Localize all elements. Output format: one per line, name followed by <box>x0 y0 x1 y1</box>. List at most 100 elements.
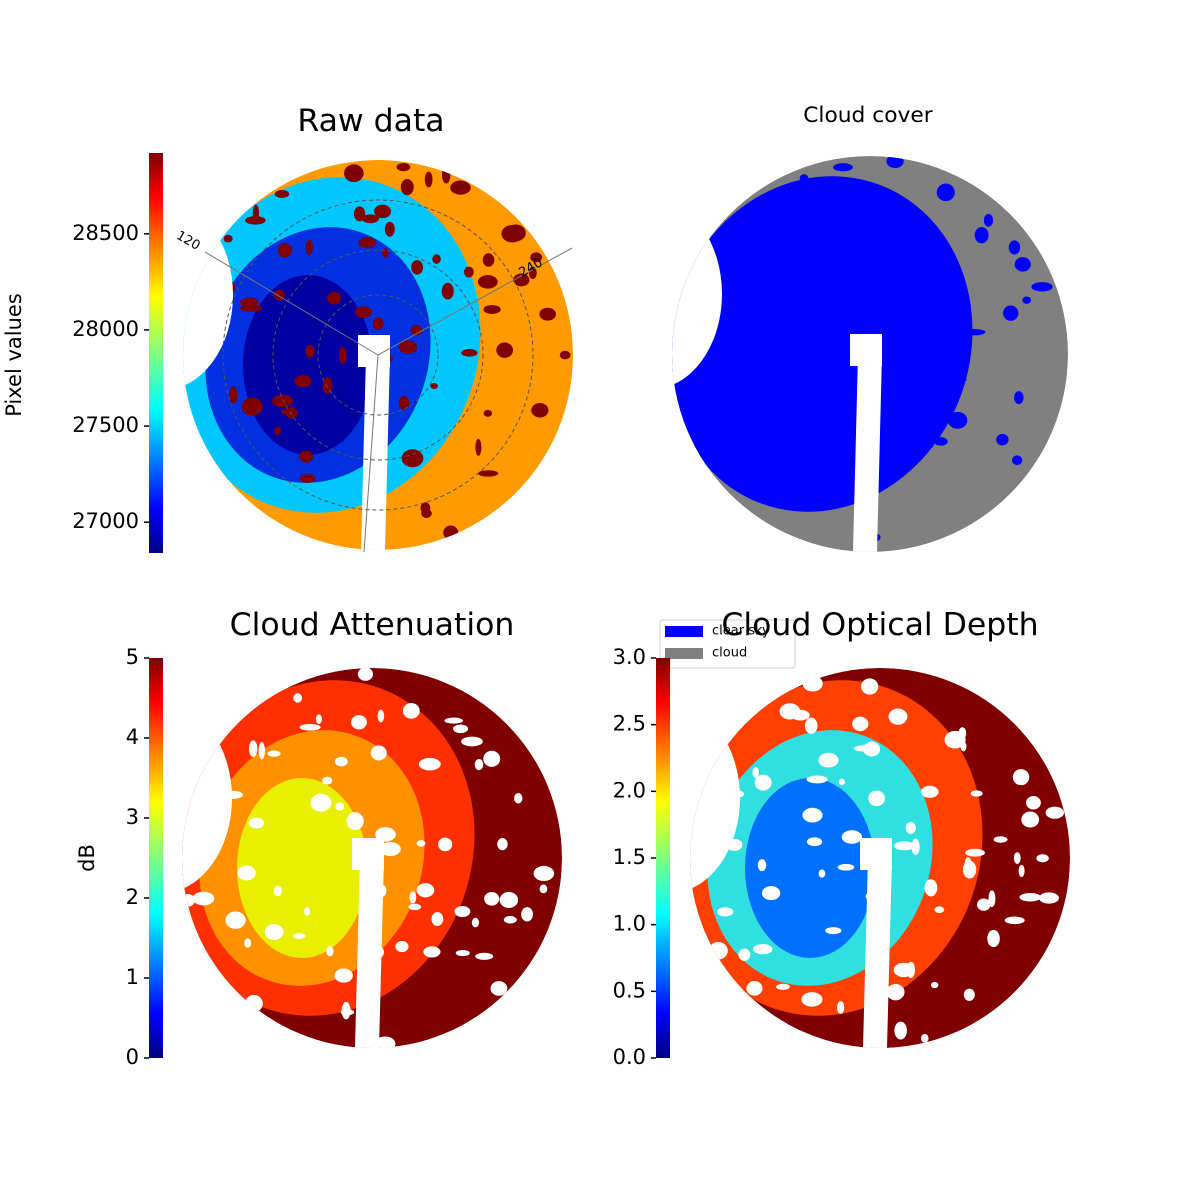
sky-spot <box>970 790 983 797</box>
sky-spot <box>225 911 246 929</box>
sky-spot <box>851 268 860 287</box>
sky-spot <box>741 335 756 345</box>
sky-spot <box>774 425 787 433</box>
sky-spot <box>372 317 384 330</box>
sky-spot <box>818 869 826 878</box>
sky-image <box>690 668 1070 1048</box>
sky-spot <box>963 328 986 336</box>
sky-spot <box>743 377 759 393</box>
sky-spot <box>351 715 367 730</box>
sky-spot <box>947 411 968 429</box>
sky-spot <box>395 940 409 953</box>
sky-spot <box>1025 795 1041 810</box>
sky-spot <box>443 525 459 540</box>
sky-spot <box>237 865 256 881</box>
panel-title: Cloud Attenuation <box>230 607 515 643</box>
mast-head <box>352 838 384 870</box>
sky-spot <box>760 373 771 390</box>
sky-spot <box>338 346 347 364</box>
sky-spot <box>559 350 571 360</box>
colorbar-tick-label: 0.5 <box>613 978 646 1002</box>
sky-spot <box>450 180 471 195</box>
sky-spot <box>244 994 263 1013</box>
sky-spot <box>1019 893 1042 902</box>
sky-spot <box>753 944 773 955</box>
sky-spot <box>531 402 549 418</box>
sky-spot <box>475 438 482 456</box>
sky-spot <box>838 778 845 786</box>
sky-spot <box>241 397 263 416</box>
sky-spot <box>539 307 556 321</box>
sky-spot <box>244 938 252 948</box>
sky-spot <box>402 702 420 719</box>
sky-spot <box>513 273 530 287</box>
colorbar-tick-label: 2 <box>126 885 139 909</box>
sky-spot <box>315 714 322 724</box>
mast <box>853 354 882 552</box>
sky-spot <box>420 502 431 514</box>
sky-spot <box>374 204 392 219</box>
sky-spot <box>463 266 474 278</box>
sky-spot <box>264 924 284 940</box>
zenith-ring <box>272 249 484 461</box>
colorbar-label: dB <box>75 844 99 872</box>
sky-spot <box>1011 455 1023 466</box>
sky-spot <box>1039 892 1059 904</box>
sky-spot <box>455 949 470 957</box>
sky-spot <box>911 838 920 855</box>
sky-spot <box>444 717 464 724</box>
sky-spot <box>1045 806 1064 819</box>
sky-spot <box>962 860 977 879</box>
sky-spot <box>461 736 483 747</box>
sky-spot <box>934 437 948 446</box>
sky-spot <box>836 1001 845 1014</box>
sky-spot <box>322 376 333 395</box>
sky-spot <box>988 890 996 908</box>
colorbar-tick-label: 3.0 <box>613 645 646 669</box>
sky-spot <box>192 891 215 906</box>
sky-spot <box>894 1021 907 1040</box>
sky-spot <box>310 793 332 812</box>
colorbar-tick-label: 28500 <box>72 221 139 245</box>
sky-spot <box>182 893 195 907</box>
sky-spot <box>852 716 869 732</box>
azimuth-line <box>377 247 573 356</box>
sky-spot <box>825 927 842 935</box>
sky-spot <box>483 409 493 417</box>
colorbar-tick-label: 2.0 <box>613 778 646 802</box>
sky-spot <box>935 351 949 358</box>
sky-spot <box>717 907 734 917</box>
colorbar-tick-label: 3 <box>126 805 139 829</box>
sky-spot <box>818 752 839 768</box>
sky-spot <box>1021 811 1040 828</box>
sky-spot <box>357 668 374 681</box>
legend-label: cloud <box>712 646 747 661</box>
sky-spot <box>497 838 508 851</box>
sky-spot <box>490 981 508 996</box>
sky-spot <box>321 776 333 785</box>
sky-spot <box>761 886 781 901</box>
sky-spot <box>370 745 387 761</box>
sky-spot <box>379 842 401 857</box>
sky-spot <box>794 402 810 411</box>
mast <box>863 858 892 1048</box>
sky-spot <box>499 891 519 908</box>
sky-spot <box>934 906 945 913</box>
sky-spot <box>823 250 841 261</box>
sky-spot <box>927 411 941 420</box>
sky-spot <box>793 315 803 324</box>
sky-spot <box>920 1033 929 1043</box>
sky-spot <box>293 693 303 703</box>
sky-spot <box>888 708 908 725</box>
azimuth-line <box>363 354 379 553</box>
sky-spot <box>802 807 823 823</box>
sky-spot <box>334 968 353 983</box>
sky-spot <box>976 898 991 911</box>
sky-spot <box>258 742 266 760</box>
sky-spot <box>438 837 453 852</box>
sky-spot <box>344 164 364 183</box>
sky-spot <box>423 946 441 958</box>
sky-spot <box>941 363 960 379</box>
sky-spot <box>240 304 263 312</box>
